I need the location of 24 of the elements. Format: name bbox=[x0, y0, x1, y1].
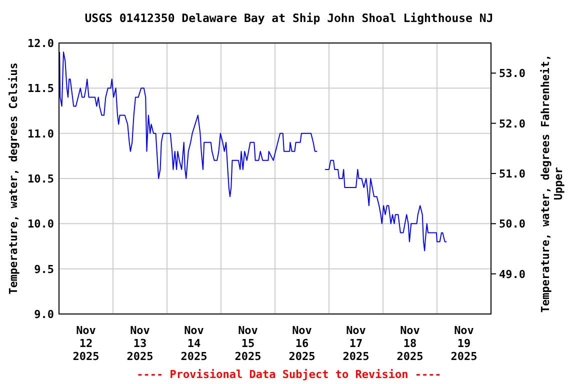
chart-title: USGS 01412350 Delaware Bay at Ship John Shoal Lighthouse NJ bbox=[84, 11, 494, 25]
y2-tick-label: 51.0 bbox=[499, 167, 526, 180]
y-axis-title: Temperature, water, degrees Celsius bbox=[7, 62, 20, 294]
y2-tick-label: 49.0 bbox=[499, 268, 526, 281]
x-tick-label: Nov 13 2025 bbox=[126, 324, 154, 363]
y2-axis-title: Temperature, water, degrees Fahrenheit, Upper bbox=[539, 54, 565, 313]
x-tick-label: Nov 19 2025 bbox=[450, 324, 478, 363]
y2-tick-label: 53.0 bbox=[499, 67, 526, 80]
y-tick-label: 11.0 bbox=[28, 127, 54, 140]
x-tick-label: Nov 18 2025 bbox=[396, 324, 424, 363]
y-tick-label: 9.5 bbox=[34, 262, 54, 276]
x-tick-label: Nov 15 2025 bbox=[234, 324, 262, 363]
y-tick-label: 9.0 bbox=[34, 308, 54, 321]
y-tick-label: 12.0 bbox=[28, 37, 54, 50]
text: ---- Provisional Data Subject to Revision ---- bbox=[136, 368, 442, 381]
y-tick-label: 10.0 bbox=[28, 218, 54, 231]
y-tick-label: 10.5 bbox=[28, 172, 54, 186]
x-tick-label: Nov 14 2025 bbox=[180, 324, 208, 363]
x-tick-label: Nov 17 2025 bbox=[342, 324, 370, 363]
y2-tick-label: 50.0 bbox=[499, 218, 526, 231]
y-tick-label: 11.5 bbox=[28, 82, 54, 96]
x-tick-label: Nov 16 2025 bbox=[288, 324, 316, 363]
y2-tick-label: 52.0 bbox=[499, 117, 526, 130]
x-tick-label: Nov 12 2025 bbox=[72, 324, 100, 363]
